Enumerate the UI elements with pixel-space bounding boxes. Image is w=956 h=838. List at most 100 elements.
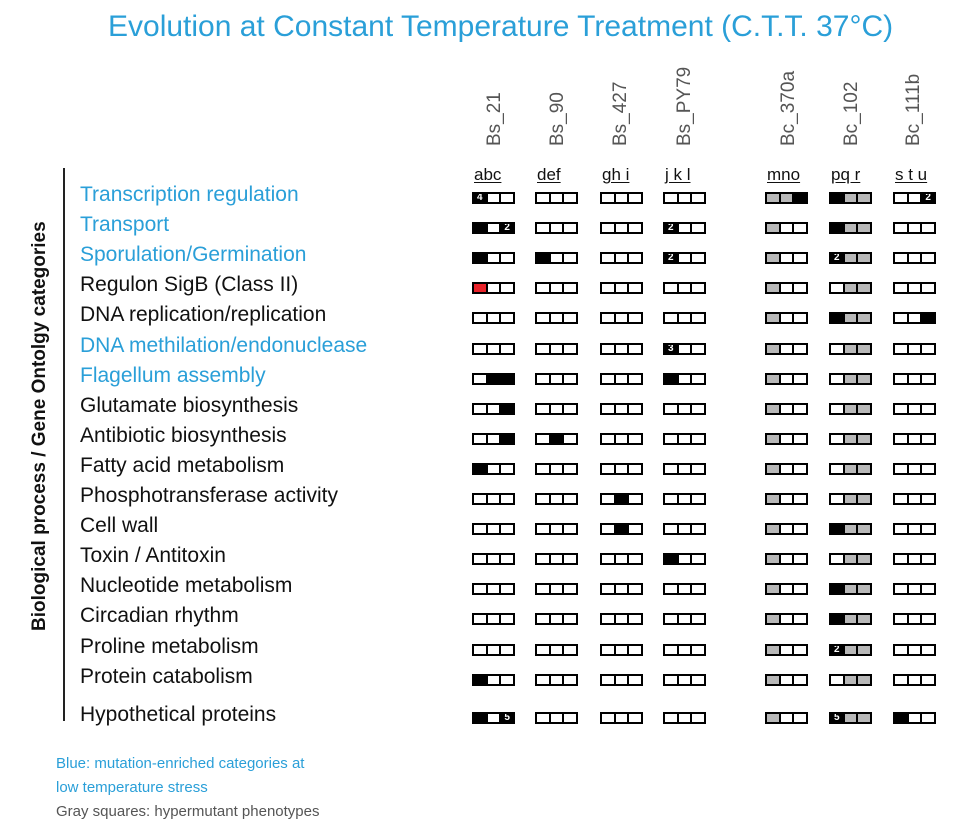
empty-square: [665, 645, 677, 654]
mutation-square: [474, 224, 486, 233]
empty-square: [678, 284, 691, 293]
empty-square: [692, 404, 705, 413]
empty-square: [487, 464, 500, 473]
empty-square: [692, 284, 705, 293]
hypermutant-square: [858, 525, 871, 534]
mutation-cell: [600, 372, 643, 385]
empty-square: [564, 374, 577, 383]
empty-square: [550, 675, 563, 684]
hypermutant-square: [767, 675, 779, 684]
mutation-cell: [765, 583, 808, 596]
mutation-square: 2: [501, 224, 514, 233]
mutation-cell: [600, 711, 643, 724]
empty-square: [602, 344, 614, 353]
column-name: Bc_102: [841, 81, 862, 146]
column-sublabel: abc: [474, 165, 502, 184]
empty-square: [564, 585, 577, 594]
mutation-cell: [829, 613, 872, 626]
empty-square: [487, 254, 500, 263]
empty-square: [780, 555, 793, 564]
empty-square: [794, 615, 807, 624]
mutation-square: [474, 675, 486, 684]
hypermutant-square: [858, 713, 871, 722]
empty-square: [692, 464, 705, 473]
empty-square: [692, 254, 705, 263]
empty-square: [615, 645, 628, 654]
empty-square: [831, 404, 843, 413]
hypermutant-square: [858, 374, 871, 383]
empty-square: [564, 224, 577, 233]
empty-square: [922, 404, 935, 413]
empty-square: [615, 284, 628, 293]
mutation-cell: [765, 252, 808, 265]
empty-square: [895, 495, 907, 503]
empty-square: [629, 404, 642, 413]
empty-square: [487, 434, 500, 443]
empty-square: [922, 344, 935, 353]
empty-square: [780, 615, 793, 624]
empty-square: [602, 254, 614, 263]
empty-square: [678, 194, 691, 202]
empty-square: [665, 314, 677, 323]
hypermutant-square: [767, 284, 779, 293]
hypermutant-square: [858, 495, 871, 503]
mutation-cell: 5: [829, 711, 872, 724]
empty-square: [908, 555, 921, 564]
empty-square: [602, 713, 614, 722]
empty-square: [550, 404, 563, 413]
empty-square: [922, 555, 935, 564]
empty-square: [602, 374, 614, 383]
empty-square: [780, 525, 793, 534]
empty-square: [908, 254, 921, 263]
empty-square: [564, 615, 577, 624]
empty-square: [678, 525, 691, 534]
empty-square: [602, 615, 614, 624]
empty-square: [922, 464, 935, 473]
mutation-square: [831, 525, 843, 534]
empty-square: [487, 615, 500, 624]
empty-square: [665, 615, 677, 624]
mutation-cell: [600, 613, 643, 626]
mutation-square: [537, 254, 549, 263]
mutation-cell: [472, 553, 515, 566]
empty-square: [908, 495, 921, 503]
empty-square: [615, 314, 628, 323]
empty-square: [615, 254, 628, 263]
category-label: Cell wall: [80, 514, 159, 538]
category-label: Fatty acid metabolism: [80, 453, 285, 477]
empty-square: [895, 404, 907, 413]
empty-square: [487, 555, 500, 564]
empty-square: [550, 314, 563, 323]
y-axis-label: Biological process / Gene Ontolgy catego…: [29, 221, 50, 631]
empty-square: [678, 314, 691, 323]
empty-square: [922, 284, 935, 293]
empty-square: [615, 713, 628, 722]
empty-square: [550, 555, 563, 564]
empty-square: [895, 585, 907, 594]
empty-square: [550, 374, 563, 383]
empty-square: [908, 194, 921, 202]
empty-square: [564, 713, 577, 722]
hypermutant-square: [767, 464, 779, 473]
empty-square: [474, 434, 486, 443]
chart-title: Evolution at Constant Temperature Treatm…: [108, 10, 894, 43]
mutation-cell: [893, 493, 936, 505]
empty-square: [537, 194, 549, 202]
mutation-cell: [663, 402, 706, 415]
hypermutant-square: [844, 555, 857, 564]
empty-square: [692, 585, 705, 594]
mutation-cell: [765, 372, 808, 385]
empty-square: [678, 404, 691, 413]
mutation-cell: [600, 252, 643, 265]
empty-square: [922, 645, 935, 654]
category-label: Sporulation/Germination: [80, 243, 307, 267]
empty-square: [678, 675, 691, 684]
category-label: Nucleotide metabolism: [80, 574, 293, 598]
hypermutant-square: [844, 284, 857, 293]
category-label: DNA methilation/endonuclease: [80, 333, 368, 357]
empty-square: [780, 254, 793, 263]
mutation-cell: 5: [472, 711, 515, 724]
hypermutant-square: [844, 525, 857, 534]
mutation-cell: [663, 711, 706, 724]
mutation-cell: [535, 402, 578, 415]
